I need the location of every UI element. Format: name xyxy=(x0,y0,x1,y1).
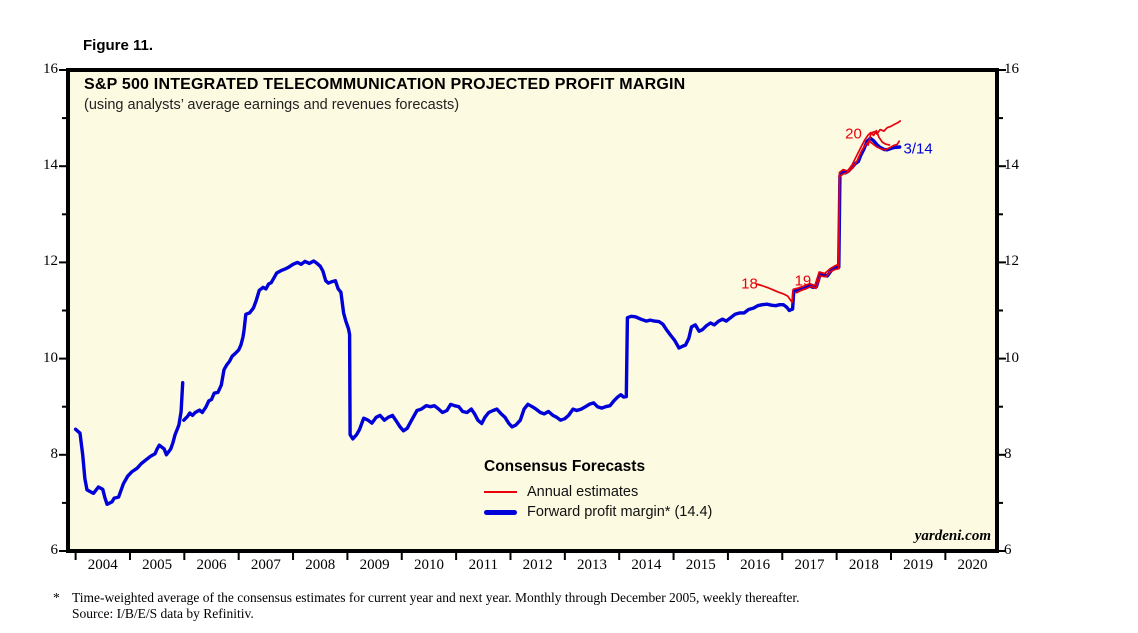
x-axis-year-label: 2006 xyxy=(196,557,227,573)
yardeni-watermark: yardeni.com xyxy=(914,528,991,544)
annual-estimates-line xyxy=(755,129,891,304)
annual-estimates-line xyxy=(867,120,902,146)
legend-title: Consensus Forecasts xyxy=(484,458,646,475)
y-axis-label: 8 xyxy=(50,445,59,462)
annotation-18: 18 xyxy=(741,276,758,293)
x-axis-year-label: 2016 xyxy=(740,557,771,573)
legend-item-forward-profit-margin: Forward profit margin* (14.4) xyxy=(484,502,712,522)
annotation-3-14: 3/14 xyxy=(904,140,933,157)
forward-profit-margin-line xyxy=(182,136,902,441)
x-axis-year-label: 2004 xyxy=(87,557,118,573)
y-axis-label: 10 xyxy=(1004,349,1019,366)
legend: Consensus Forecasts Annual estimates For… xyxy=(484,458,712,522)
footnote-asterisk: * xyxy=(53,590,60,605)
x-axis-year-label: 2012 xyxy=(522,557,553,573)
y-axis-label: 16 xyxy=(43,61,58,77)
x-axis-year-label: 2015 xyxy=(685,557,716,573)
x-axis-year-label: 2009 xyxy=(359,557,390,573)
chart-title: S&P 500 INTEGRATED TELECOMMUNICATION PRO… xyxy=(84,76,686,93)
y-axis-label: 14 xyxy=(43,157,58,174)
x-axis-year-label: 2011 xyxy=(468,557,499,573)
forward-profit-margin-line-swatch xyxy=(484,509,517,515)
x-axis-year-label: 2018 xyxy=(848,557,879,573)
annotation-20: 20 xyxy=(845,126,862,143)
legend-item-annual-estimates: Annual estimates xyxy=(484,482,712,502)
footnote: * Time-weighted average of the consensus… xyxy=(53,590,953,622)
x-axis-year-label: 2020 xyxy=(957,557,988,573)
annual-estimates-line xyxy=(795,140,901,294)
forward-profit-margin-line xyxy=(73,381,185,506)
y-axis-label: 6 xyxy=(1004,542,1012,558)
y-axis-label: 16 xyxy=(1004,61,1019,77)
x-axis-year-label: 2007 xyxy=(250,557,281,573)
y-axis-label: 12 xyxy=(1004,253,1019,270)
x-axis-year-label: 2005 xyxy=(142,557,173,573)
x-axis-year-label: 2008 xyxy=(305,557,336,573)
forward-profit-margin-label: Forward profit margin* (14.4) xyxy=(527,504,713,520)
annual-estimates-label: Annual estimates xyxy=(527,484,639,500)
y-axis-label: 14 xyxy=(1004,157,1019,174)
footnote-line2: Source: I/B/E/S data by Refinitiv. xyxy=(72,606,254,621)
annual-estimates-line-swatch xyxy=(484,491,517,493)
footnote-line1: Time-weighted average of the consensus e… xyxy=(72,590,800,605)
y-axis-label: 10 xyxy=(43,349,58,366)
chart-subtitle: (using analysts’ average earnings and re… xyxy=(84,97,460,113)
figure-label: Figure 11. xyxy=(83,37,154,54)
x-axis-year-label: 2013 xyxy=(577,557,608,573)
y-axis-label: 8 xyxy=(1004,445,1012,462)
x-axis-year-label: 2017 xyxy=(794,557,825,573)
y-axis-label: 6 xyxy=(50,542,59,558)
y-axis-label: 12 xyxy=(43,253,58,270)
x-axis-year-label: 2019 xyxy=(903,557,934,573)
annotation-19: 19 xyxy=(795,273,812,290)
x-axis-year-label: 2014 xyxy=(631,557,662,573)
x-axis-year-label: 2010 xyxy=(413,557,444,573)
